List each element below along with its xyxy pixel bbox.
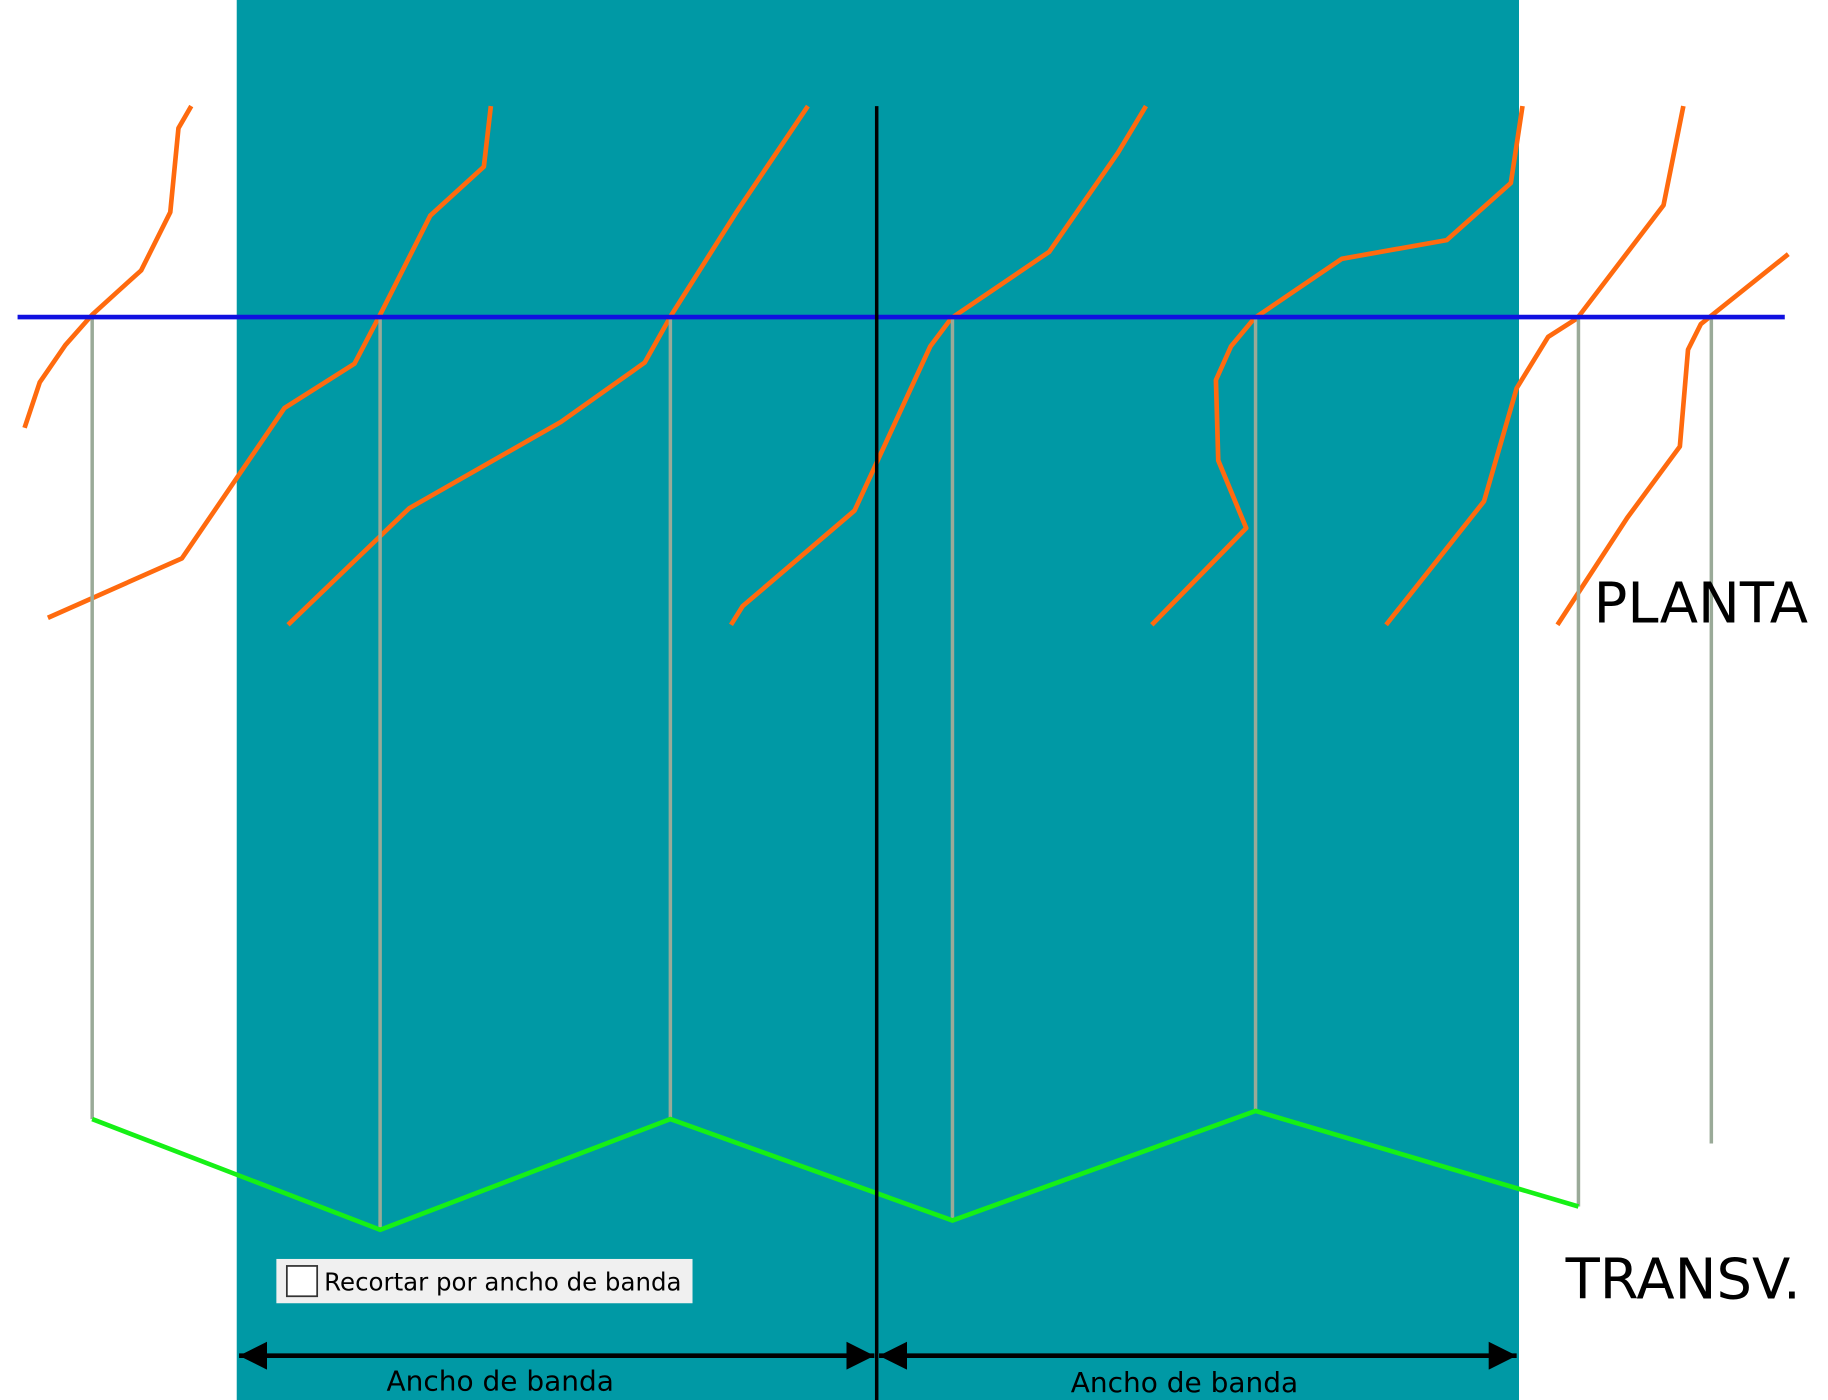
checkbox[interactable] — [285, 1265, 319, 1298]
contour — [1384, 105, 1686, 627]
contour — [46, 105, 494, 620]
contour — [1150, 105, 1525, 627]
projection-lines — [90, 317, 1714, 1230]
orange-contours — [22, 104, 1790, 627]
checkbox-label[interactable]: Recortar por ancho de banda — [324, 1267, 681, 1296]
checkbox-panel — [276, 1258, 693, 1304]
cross-section-label: TRANSV. — [1565, 1248, 1801, 1313]
checkbox-control[interactable]: Recortar por ancho de banda — [276, 1258, 693, 1304]
dimension-label: Ancho de banda — [1071, 1366, 1298, 1399]
contour — [286, 104, 810, 627]
dimension-label: Ancho de banda — [387, 1365, 614, 1398]
contour — [729, 104, 1148, 627]
plan-label: PLANTA — [1594, 571, 1808, 636]
contour — [22, 104, 194, 429]
contour — [1555, 252, 1790, 627]
cross-section-profile — [91, 1108, 1580, 1233]
